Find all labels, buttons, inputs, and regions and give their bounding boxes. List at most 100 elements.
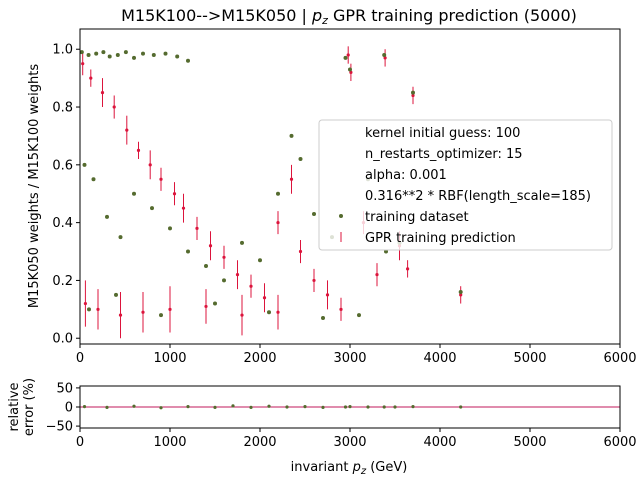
xlabel-var-sub: z	[360, 466, 367, 477]
training-point	[186, 58, 190, 63]
training-point	[213, 301, 217, 306]
prediction-point	[262, 296, 267, 300]
prediction-point	[375, 273, 379, 277]
training-point	[357, 313, 361, 318]
main-y-tick-label: 0.2	[52, 274, 73, 289]
prediction-point	[181, 206, 186, 210]
training-point	[175, 54, 180, 59]
prediction-point	[141, 310, 145, 314]
prediction-point	[136, 148, 141, 152]
legend-kernel-guess: kernel initial guess: 100	[365, 126, 520, 141]
prediction-point	[208, 244, 213, 248]
prediction-point	[276, 221, 280, 225]
prediction-point	[195, 226, 199, 231]
main-plot: kernel initial guess: 100 n_restarts_opt…	[27, 28, 637, 366]
training-point	[458, 289, 463, 294]
xlabel-suffix: (GeV)	[366, 460, 407, 475]
training-point	[86, 53, 91, 58]
training-point	[240, 240, 244, 245]
title-suffix: GPR training prediction (5000)	[328, 6, 577, 25]
training-point	[186, 249, 190, 254]
training-point	[141, 51, 145, 56]
prediction-point	[235, 273, 240, 277]
residual-x-tick-label: 2000	[243, 435, 276, 450]
residual-point	[132, 404, 136, 408]
training-point	[132, 191, 136, 196]
prediction-point	[222, 255, 226, 259]
training-point	[289, 133, 294, 138]
main-x-tick-label: 0	[76, 351, 84, 366]
prediction-point	[204, 304, 208, 309]
prediction-point	[276, 310, 280, 314]
prediction-point	[112, 105, 116, 109]
xlabel-var: p	[352, 460, 361, 475]
prediction-point	[346, 53, 350, 57]
legend-gpr-prediction: GPR training prediction	[365, 231, 516, 246]
training-point	[79, 50, 84, 55]
training-point	[411, 90, 415, 95]
prediction-point	[172, 192, 177, 196]
main-x-tick-label: 6000	[603, 351, 636, 366]
prediction-point	[100, 90, 105, 95]
residual-point	[267, 404, 271, 408]
main-x-tick-label: 5000	[513, 351, 546, 366]
residual-point	[82, 405, 87, 409]
main-x-tick-label: 1000	[153, 351, 186, 366]
residual-y-tick-label: 0	[65, 401, 73, 416]
training-point	[87, 307, 91, 312]
chart-title: M15K100-->M15K050 | pz GPR training pred…	[121, 6, 577, 27]
legend-alpha: alpha: 0.001	[365, 168, 447, 183]
residual-marks	[80, 404, 620, 410]
residual-point	[303, 405, 307, 409]
training-point	[132, 55, 136, 60]
training-point	[258, 258, 262, 263]
training-point	[204, 263, 208, 268]
training-point	[91, 177, 96, 182]
training-point	[343, 55, 348, 60]
prediction-point	[383, 56, 387, 60]
residual-point	[186, 405, 190, 409]
training-point	[312, 211, 316, 216]
main-y-tick-label: 0.8	[52, 101, 73, 116]
legend-box	[318, 119, 613, 251]
prediction-point	[411, 93, 415, 98]
main-y-tick-label: 0.0	[52, 332, 73, 347]
residual-point	[393, 405, 397, 409]
prediction-point	[406, 267, 410, 271]
main-marks	[79, 46, 463, 339]
main-x-tick-label: 3000	[333, 351, 366, 366]
prediction-point	[83, 301, 87, 306]
training-point	[115, 53, 120, 58]
training-point	[222, 278, 226, 283]
residual-y-tick-label: 50	[56, 381, 73, 396]
residual-x-tick-label: 1000	[153, 435, 186, 450]
training-point	[123, 50, 128, 55]
residual-point	[459, 405, 463, 409]
training-point	[101, 50, 106, 55]
title-var-sub: z	[321, 14, 328, 27]
xlabel-prefix: invariant	[291, 460, 353, 475]
main-y-tick-label: 0.4	[52, 216, 73, 231]
training-point	[321, 315, 325, 320]
residual-x-tick-label: 6000	[603, 435, 636, 450]
residual-point	[366, 405, 370, 409]
training-point	[150, 206, 154, 211]
training-point	[107, 54, 112, 59]
prediction-point	[459, 293, 463, 297]
residual-point	[411, 405, 415, 409]
residual-x-tick-label: 5000	[513, 435, 546, 450]
training-point	[118, 235, 123, 240]
residual-y-tick-label: −50	[46, 420, 73, 435]
prediction-point	[118, 313, 123, 317]
main-ylabel: M15K050 weights / M15K100 weights	[27, 64, 42, 309]
residual-xlabel: invariant pz (GeV)	[291, 460, 408, 477]
prediction-point	[159, 177, 163, 181]
legend-training-dataset: training dataset	[365, 210, 469, 225]
prediction-point	[89, 76, 93, 80]
residual-point	[285, 405, 289, 409]
training-point	[163, 51, 168, 56]
training-point	[348, 67, 352, 72]
